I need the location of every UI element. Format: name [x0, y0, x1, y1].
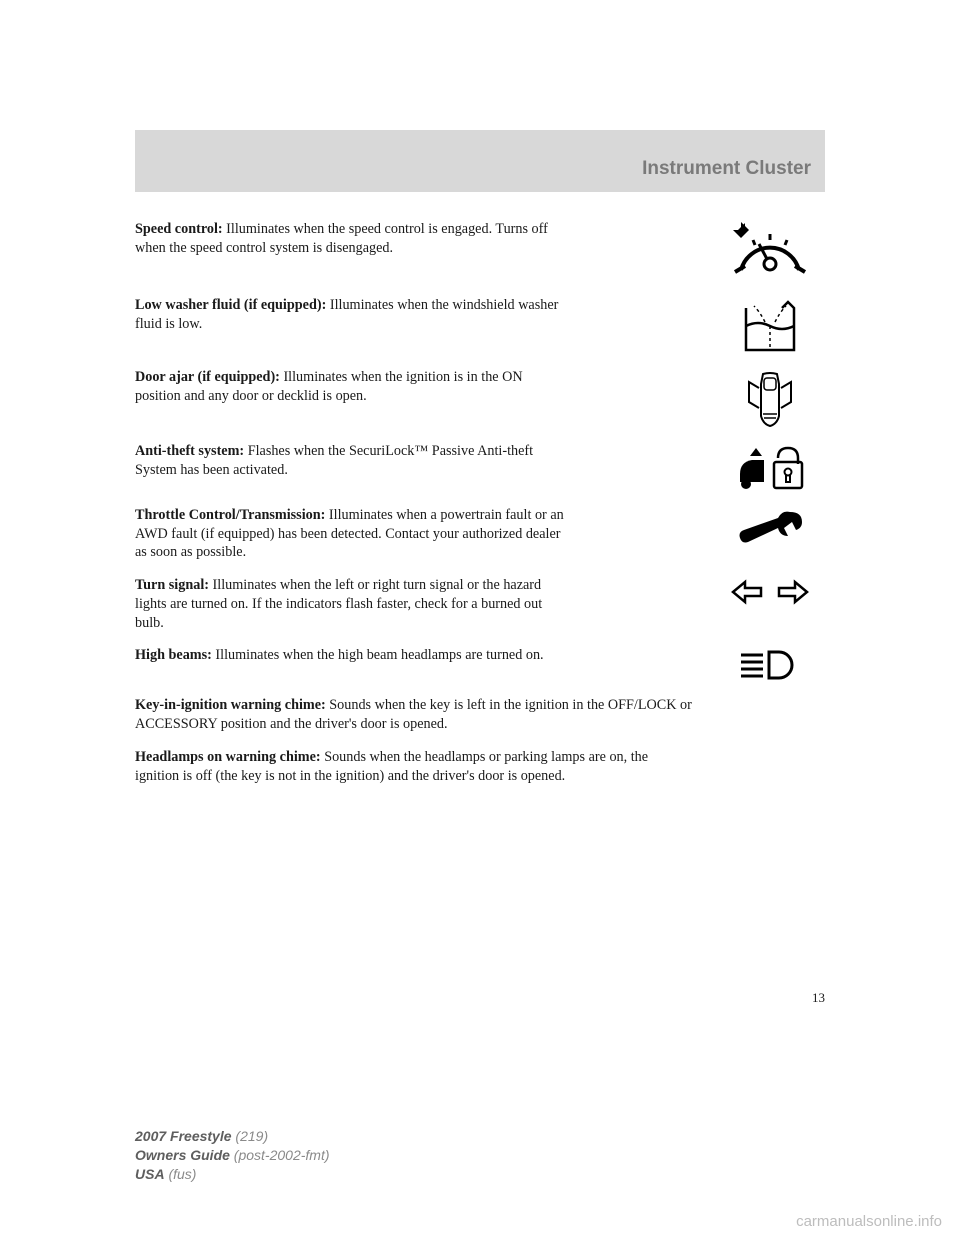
entry-title: Low washer fluid (if equipped):	[135, 297, 326, 313]
entry-text: High beams: Illuminates when the high be…	[135, 646, 544, 665]
entry-door-ajar: Door ajar (if equipped): Illuminates whe…	[135, 368, 825, 428]
header-bar: Instrument Cluster	[135, 130, 825, 192]
page-number: 13	[812, 990, 825, 1006]
entry-text: Anti-theft system: Flashes when the Secu…	[135, 442, 565, 479]
entry-text: Speed control: Illuminates when the spee…	[135, 220, 565, 257]
speed-control-icon	[715, 220, 825, 282]
section-title: Instrument Cluster	[642, 158, 811, 180]
entry-throttle: Throttle Control/Transmission: Illuminat…	[135, 506, 825, 562]
entry-title: Door ajar (if equipped):	[135, 369, 280, 385]
washer-fluid-icon	[715, 296, 825, 354]
footer: 2007 Freestyle (219) Owners Guide (post-…	[135, 1127, 330, 1184]
footer-line-1: 2007 Freestyle (219)	[135, 1127, 330, 1146]
entry-washer-fluid: Low washer fluid (if equipped): Illumina…	[135, 296, 825, 354]
entry-title: Headlamps on warning chime:	[135, 749, 321, 765]
entry-title: Key-in-ignition warning chime:	[135, 697, 326, 713]
entry-text: Turn signal: Illuminates when the left o…	[135, 576, 565, 632]
entry-high-beams: High beams: Illuminates when the high be…	[135, 646, 825, 682]
entry-text: Low washer fluid (if equipped): Illumina…	[135, 296, 565, 333]
entry-title: High beams:	[135, 647, 212, 663]
entry-headlamp-chime: Headlamps on warning chime: Sounds when …	[135, 748, 695, 785]
entry-key-chime: Key-in-ignition warning chime: Sounds wh…	[135, 696, 695, 733]
footer-line-2: Owners Guide (post-2002-fmt)	[135, 1146, 330, 1165]
entry-speed-control: Speed control: Illuminates when the spee…	[135, 220, 825, 282]
entry-title: Turn signal:	[135, 577, 209, 593]
door-ajar-icon	[715, 368, 825, 428]
entry-title: Anti-theft system:	[135, 443, 244, 459]
entry-body: Illuminates when the high beam headlamps…	[212, 647, 544, 663]
entry-text: Door ajar (if equipped): Illuminates whe…	[135, 368, 565, 405]
entry-title: Throttle Control/Transmission:	[135, 507, 325, 523]
anti-theft-icon	[715, 442, 825, 492]
page-container: Instrument Cluster Speed control: Illumi…	[0, 0, 960, 1242]
wrench-icon	[715, 506, 825, 548]
watermark: carmanualsonline.info	[796, 1213, 942, 1230]
footer-line-3: USA (fus)	[135, 1165, 330, 1184]
high-beam-icon	[715, 646, 825, 682]
turn-signal-icon	[715, 576, 825, 606]
entry-anti-theft: Anti-theft system: Flashes when the Secu…	[135, 442, 825, 492]
entry-title: Speed control:	[135, 221, 223, 237]
entry-turn-signal: Turn signal: Illuminates when the left o…	[135, 576, 825, 632]
entry-text: Throttle Control/Transmission: Illuminat…	[135, 506, 565, 562]
